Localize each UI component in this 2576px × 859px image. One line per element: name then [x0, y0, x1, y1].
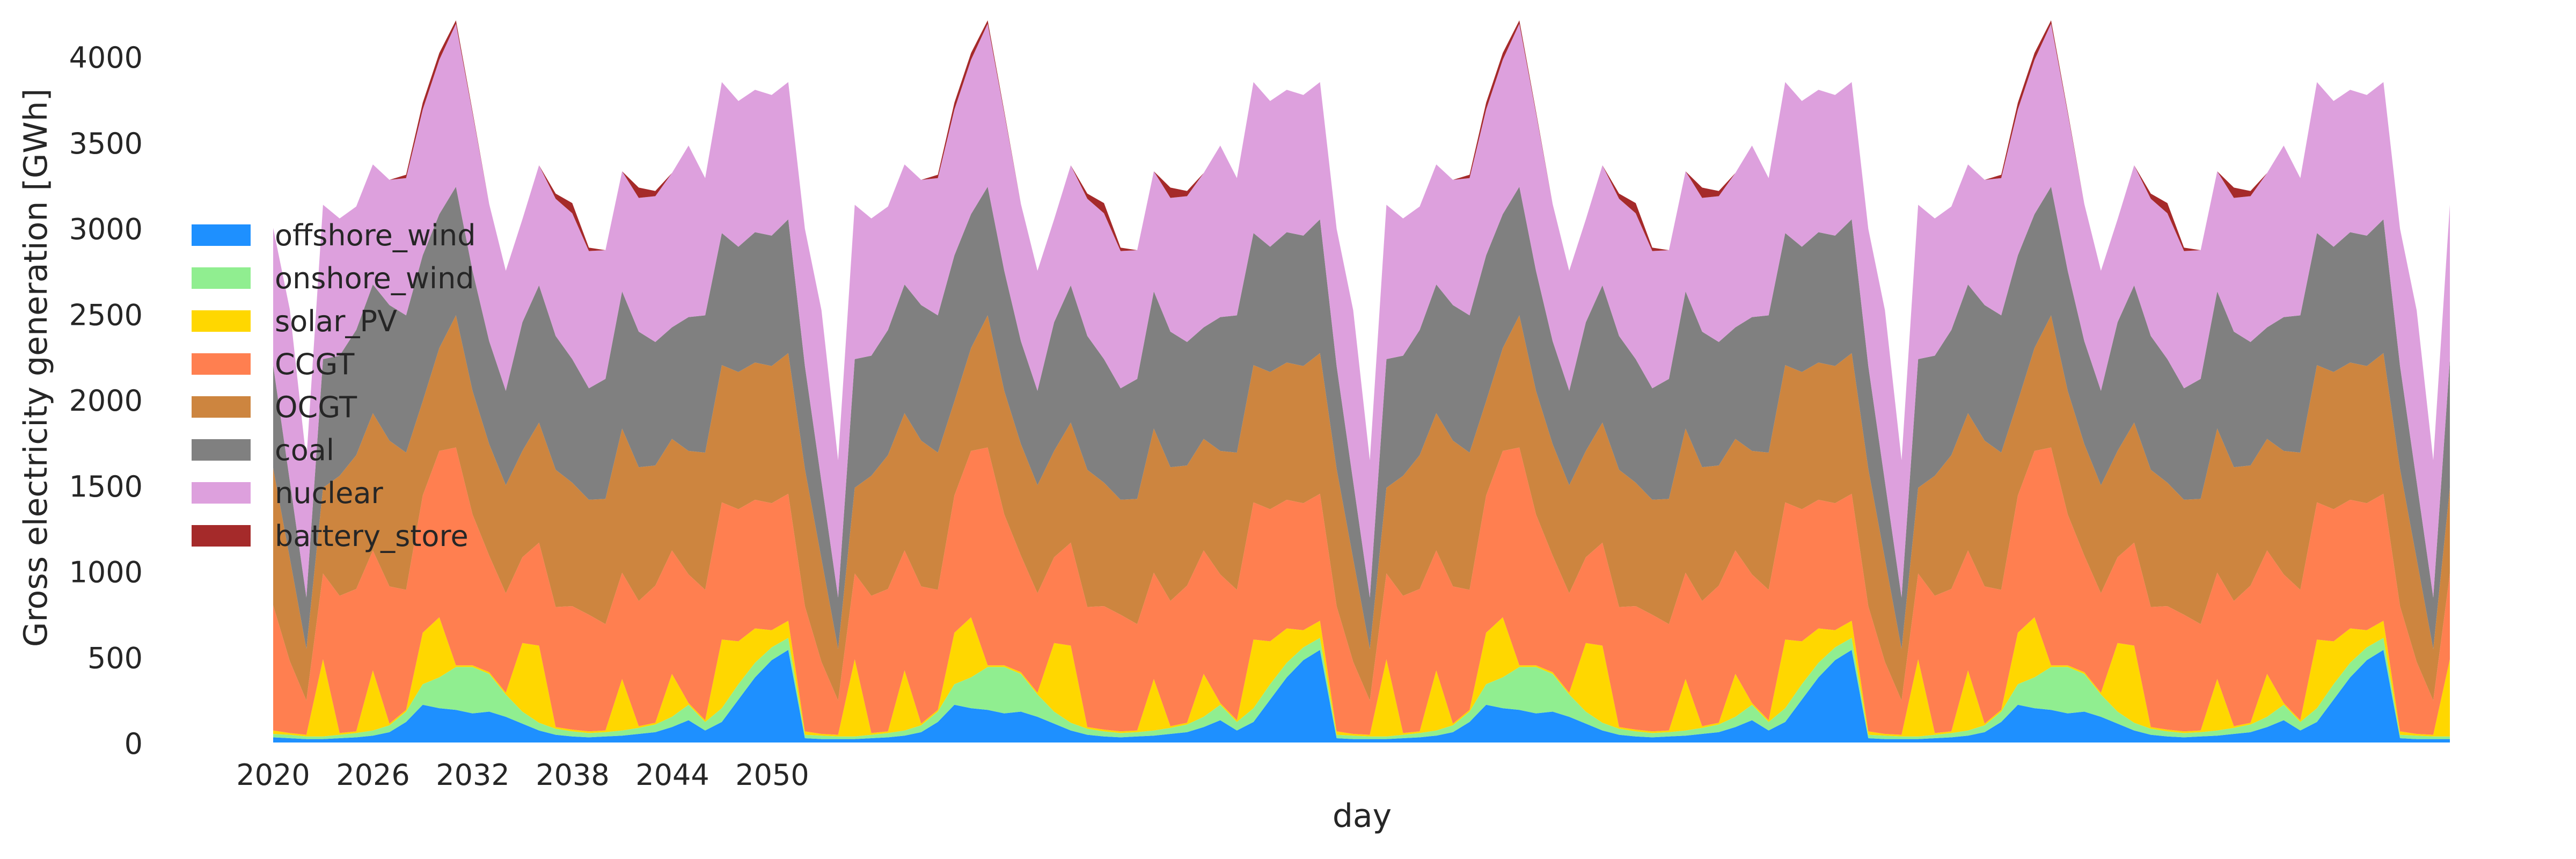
legend-swatch-solar-PV — [192, 310, 251, 332]
legend-swatch-nuclear — [192, 482, 251, 504]
x-tick-label: 2044 — [635, 758, 709, 792]
legend: offshore_wind onshore_wind solar_PV CCGT OCG… — [192, 219, 476, 553]
legend-label-onshore-wind: onshore_wind — [275, 261, 474, 295]
legend-label-nuclear: nuclear — [275, 476, 383, 510]
y-tick-label: 1500 — [69, 470, 143, 504]
y-tick-label: 0 — [125, 727, 143, 761]
y-tick-label: 500 — [87, 641, 143, 675]
y-tick-label: 2000 — [69, 384, 143, 418]
x-tick-label: 2032 — [436, 758, 509, 792]
area-OCGT — [273, 315, 2450, 701]
legend-label-coal: coal — [275, 433, 334, 467]
legend-swatch-onshore-wind — [192, 267, 251, 289]
x-axis: 2020 2026 2032 2038 2044 2050 — [236, 758, 809, 792]
area-nuclear — [273, 24, 2450, 598]
y-tick-label: 4000 — [69, 41, 143, 75]
x-tick-label: 2050 — [735, 758, 809, 792]
y-axis: 0 500 1000 1500 2000 2500 3000 3500 4000 — [69, 41, 143, 761]
area-CCGT — [273, 447, 2450, 735]
legend-label-offshore-wind: offshore_wind — [275, 219, 476, 252]
x-tick-label: 2038 — [536, 758, 609, 792]
legend-swatch-offshore-wind — [192, 224, 251, 246]
legend-label-CCGT: CCGT — [275, 347, 355, 381]
area-offshore-wind — [273, 650, 2450, 742]
legend-swatch-OCGT — [192, 396, 251, 418]
area-layers — [273, 20, 2450, 742]
y-axis-label: Gross electricity generation [GWh] — [17, 89, 55, 647]
y-tick-label: 1000 — [69, 556, 143, 589]
area-coal — [273, 186, 2450, 649]
x-axis-label: day — [1333, 797, 1392, 835]
x-tick-label: 2020 — [236, 758, 310, 792]
area-solar-PV — [273, 617, 2450, 737]
y-tick-label: 3000 — [69, 213, 143, 246]
legend-label-solar-PV: solar_PV — [275, 304, 397, 338]
legend-swatch-CCGT — [192, 353, 251, 375]
legend-label-battery-store: battery_store — [275, 519, 469, 553]
legend-swatch-coal — [192, 439, 251, 461]
legend-label-OCGT: OCGT — [275, 390, 357, 424]
x-tick-label: 2026 — [336, 758, 409, 792]
area-onshore-wind — [273, 638, 2450, 739]
legend-swatch-battery-store — [192, 525, 251, 547]
y-tick-label: 2500 — [69, 298, 143, 332]
y-tick-label: 3500 — [69, 127, 143, 161]
